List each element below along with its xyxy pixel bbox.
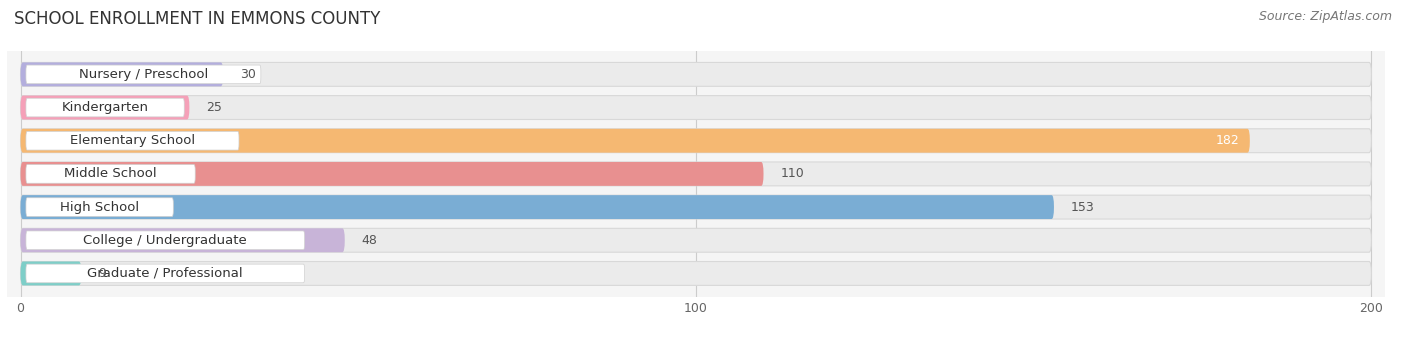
- FancyBboxPatch shape: [25, 165, 195, 183]
- FancyBboxPatch shape: [21, 62, 224, 86]
- Text: College / Undergraduate: College / Undergraduate: [83, 234, 247, 247]
- Text: 25: 25: [207, 101, 222, 114]
- FancyBboxPatch shape: [25, 98, 184, 117]
- FancyBboxPatch shape: [25, 264, 305, 283]
- FancyBboxPatch shape: [21, 62, 1371, 86]
- Text: Nursery / Preschool: Nursery / Preschool: [79, 68, 208, 81]
- FancyBboxPatch shape: [21, 228, 344, 252]
- Text: 9: 9: [98, 267, 105, 280]
- FancyBboxPatch shape: [21, 129, 1250, 153]
- FancyBboxPatch shape: [21, 162, 763, 186]
- FancyBboxPatch shape: [21, 262, 1371, 285]
- Text: Source: ZipAtlas.com: Source: ZipAtlas.com: [1258, 10, 1392, 23]
- FancyBboxPatch shape: [21, 195, 1371, 219]
- Text: 153: 153: [1071, 201, 1095, 213]
- Text: Elementary School: Elementary School: [70, 134, 195, 147]
- FancyBboxPatch shape: [25, 231, 305, 250]
- Text: High School: High School: [60, 201, 139, 213]
- Text: Kindergarten: Kindergarten: [62, 101, 149, 114]
- Text: Graduate / Professional: Graduate / Professional: [87, 267, 243, 280]
- Text: 110: 110: [780, 167, 804, 180]
- Text: 30: 30: [240, 68, 256, 81]
- FancyBboxPatch shape: [21, 195, 1054, 219]
- FancyBboxPatch shape: [21, 95, 190, 119]
- Text: SCHOOL ENROLLMENT IN EMMONS COUNTY: SCHOOL ENROLLMENT IN EMMONS COUNTY: [14, 10, 381, 28]
- FancyBboxPatch shape: [21, 262, 82, 285]
- FancyBboxPatch shape: [25, 198, 173, 217]
- Text: Middle School: Middle School: [65, 167, 157, 180]
- FancyBboxPatch shape: [21, 162, 1371, 186]
- Text: 182: 182: [1216, 134, 1240, 147]
- FancyBboxPatch shape: [21, 95, 1371, 119]
- FancyBboxPatch shape: [25, 65, 262, 84]
- FancyBboxPatch shape: [21, 129, 1371, 153]
- FancyBboxPatch shape: [25, 131, 239, 150]
- FancyBboxPatch shape: [21, 228, 1371, 252]
- Text: 48: 48: [361, 234, 377, 247]
